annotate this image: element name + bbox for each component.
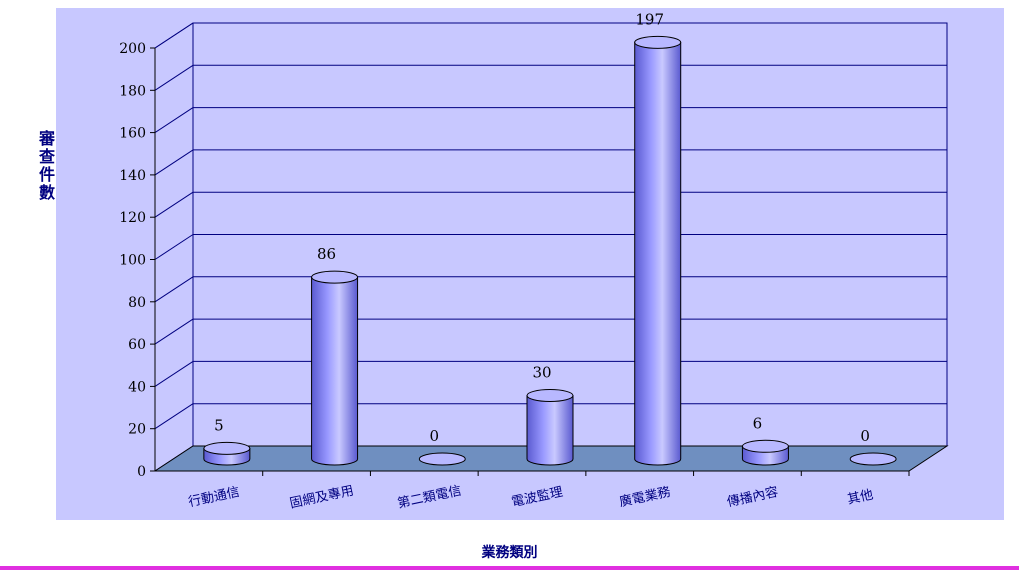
y-tick-label: 180 [119, 83, 146, 99]
data-label: 0 [860, 427, 870, 445]
data-label: 197 [635, 10, 664, 28]
y-tick-label: 0 [137, 464, 146, 480]
bar-top [311, 270, 359, 284]
bar-top [203, 441, 251, 455]
gridline-side [154, 107, 194, 134]
bar [634, 41, 682, 466]
y-tick-label: 200 [119, 41, 146, 57]
x-tick-label: 其他 [846, 488, 875, 508]
bar [526, 395, 574, 466]
gridline-side [154, 276, 194, 303]
x-axis-title: 業務類別 [481, 545, 538, 561]
y-tick-label: 40 [128, 379, 146, 395]
bar [311, 276, 359, 466]
gridline-side [154, 149, 194, 176]
data-label: 5 [214, 416, 224, 434]
data-label: 0 [430, 427, 440, 445]
y-tick-label: 20 [128, 422, 146, 438]
bar-top [526, 389, 574, 403]
gridline-side [154, 22, 194, 49]
gridline-side [154, 234, 194, 260]
y-tick-label: 80 [128, 295, 146, 311]
y-tick-label: 120 [119, 210, 146, 226]
bar-top [418, 452, 466, 466]
gridline-side [154, 64, 194, 91]
y-tick-label: 140 [119, 168, 146, 184]
y-tick-label: 100 [119, 253, 146, 269]
y-axis-title: 審查件數 [36, 130, 55, 202]
bar-top [849, 452, 897, 466]
gridline-side [154, 403, 194, 430]
y-tick-label: 60 [128, 337, 146, 353]
y-tick-label: 160 [119, 126, 146, 142]
bar-top [741, 439, 789, 453]
gridline-side [154, 360, 194, 387]
bar-top [634, 35, 682, 49]
bottom-divider [0, 566, 1019, 570]
gridline-side [154, 318, 194, 345]
gridline-side [154, 191, 194, 218]
data-label: 6 [753, 414, 763, 432]
data-label: 86 [317, 245, 336, 263]
data-label: 30 [532, 364, 551, 382]
